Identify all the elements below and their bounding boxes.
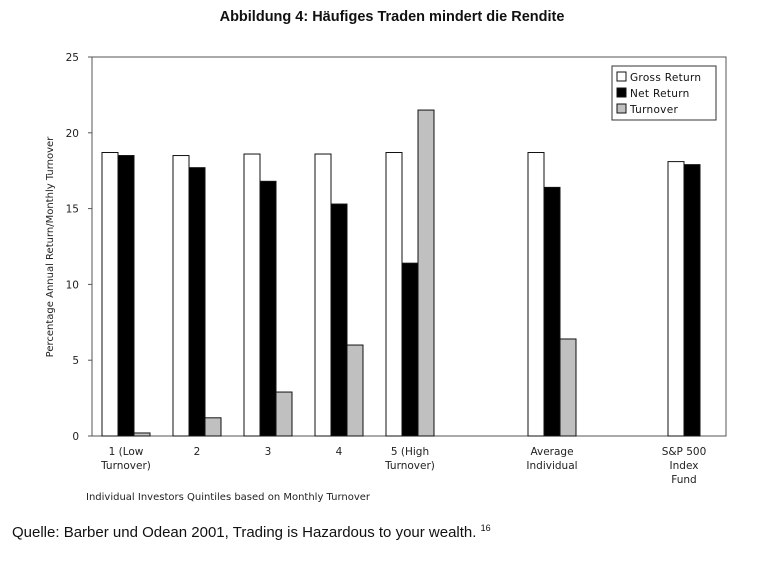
bar-net-return xyxy=(401,262,419,437)
x-category-label: 3 xyxy=(265,446,272,458)
bar-gross-return xyxy=(101,152,119,437)
x-category-label-line: 1 (Low xyxy=(109,446,144,458)
x-category-label-line: S&P 500 xyxy=(662,446,707,458)
x-category-label-line: Turnover) xyxy=(384,460,435,472)
bar-net-return xyxy=(330,203,348,437)
x-category-label-line: 3 xyxy=(265,446,272,458)
bar-turnover xyxy=(133,432,151,437)
y-tick-label: 5 xyxy=(72,355,79,367)
source-text: Quelle: Barber und Odean 2001, Trading i… xyxy=(12,524,477,541)
x-category-label: 5 (High Turnover) xyxy=(384,446,435,472)
bar-gross-return xyxy=(667,161,685,437)
bar-turnover xyxy=(204,417,222,437)
bar-turnover xyxy=(275,391,293,437)
legend-box xyxy=(611,65,717,121)
bar-turnover xyxy=(559,338,577,437)
legend-swatch-turnover xyxy=(616,103,627,114)
x-category-label-line: 2 xyxy=(194,446,201,458)
y-tick-label: 20 xyxy=(66,128,79,140)
bar-net-return xyxy=(683,164,701,437)
x-category-label-line: Fund xyxy=(671,474,696,486)
legend-label: Net Return xyxy=(630,88,690,100)
x-category-label: 2 xyxy=(194,446,201,458)
x-category-label: S&P 500 Index Fund xyxy=(662,446,707,486)
x-category-label-line: Index xyxy=(670,460,699,472)
figure-title: Abbildung 4: Häufiges Traden mindert die… xyxy=(219,9,565,25)
legend-label: Gross Return xyxy=(630,72,701,84)
y-axis-title: Percentage Annual Return/Monthly Turnove… xyxy=(45,136,56,358)
bar-gross-return xyxy=(172,155,190,437)
bar-net-return xyxy=(543,186,561,437)
x-category-label-line: Average xyxy=(530,446,573,458)
bar-chart: 0 5 10 15 20 25 1 (Low Turnover) 2 3 4 5 (High Turn… xyxy=(45,52,727,503)
x-category-label-line: 4 xyxy=(336,446,343,458)
x-category-label: Average Individual xyxy=(526,446,577,472)
bar-gross-return xyxy=(314,153,332,437)
bar-turnover xyxy=(346,344,364,437)
y-tick-label: 10 xyxy=(66,279,79,291)
bar-gross-return xyxy=(243,153,261,437)
y-tick-label: 0 xyxy=(72,431,79,443)
bar-net-return xyxy=(117,155,135,437)
x-category-label-line: 5 (High xyxy=(391,446,429,458)
legend-swatch-gross-return xyxy=(616,71,627,82)
x-category-label: 1 (Low Turnover) xyxy=(100,446,151,472)
legend-swatch-net-return xyxy=(616,87,627,98)
source-caption: Quelle: Barber und Odean 2001, Trading i… xyxy=(12,523,491,541)
x-category-label-line: Individual xyxy=(526,460,577,472)
footnote-marker: 16 xyxy=(480,523,491,533)
x-category-label: 4 xyxy=(336,446,343,458)
bar-net-return xyxy=(188,167,206,437)
bar-gross-return xyxy=(527,152,545,437)
bar-gross-return xyxy=(385,152,403,437)
y-tick-label: 25 xyxy=(66,52,79,64)
bar-net-return xyxy=(259,180,277,437)
bar-turnover xyxy=(417,109,435,437)
x-axis-title: Individual Investors Quintiles based on … xyxy=(86,492,371,503)
x-category-label-line: Turnover) xyxy=(100,460,151,472)
legend-label: Turnover xyxy=(629,104,678,116)
y-tick-label: 15 xyxy=(66,204,79,216)
